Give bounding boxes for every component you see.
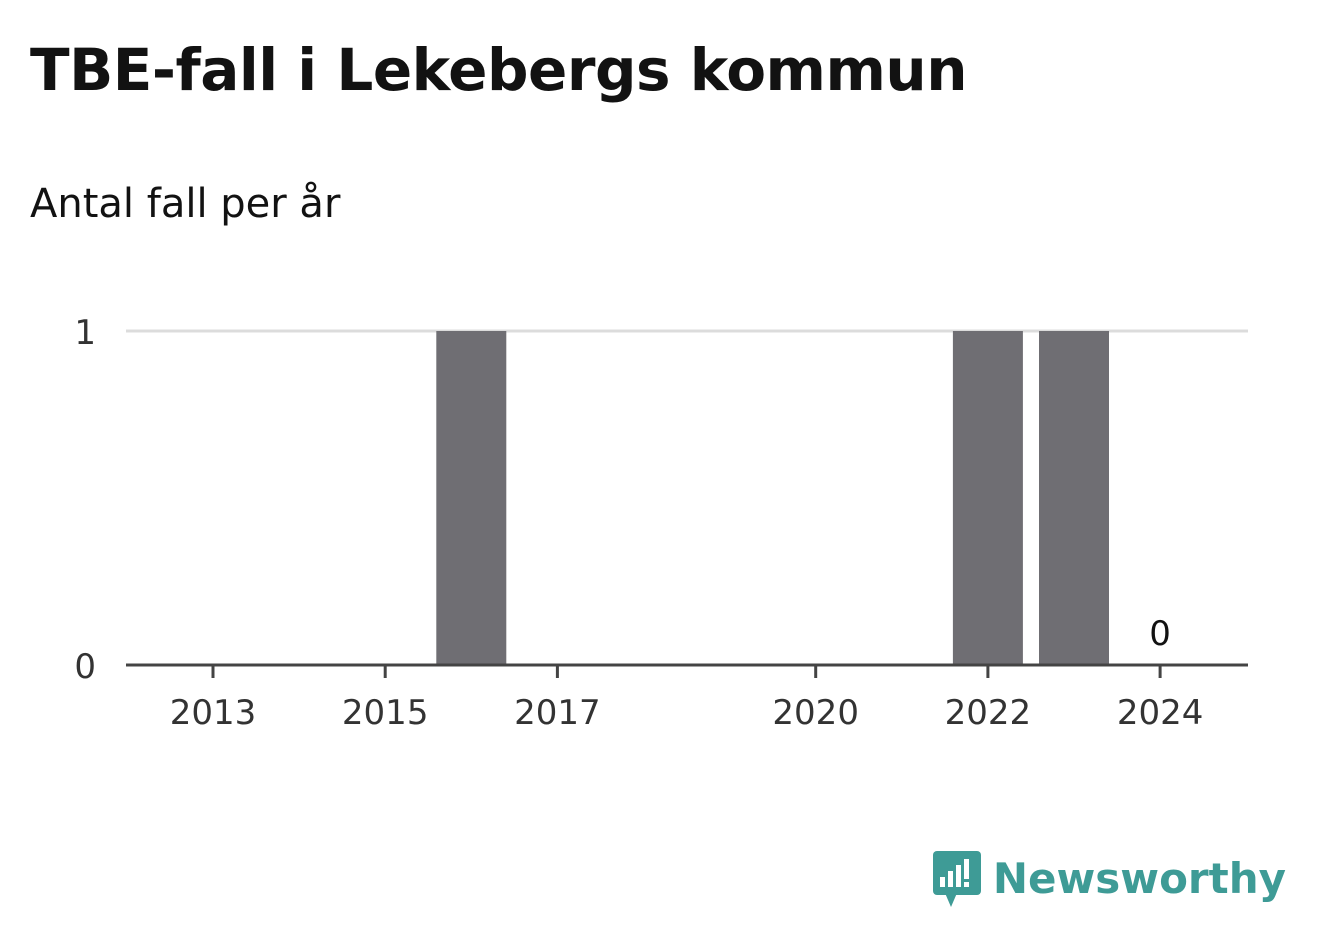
chart-subtitle: Antal fall per år [30, 181, 341, 227]
x-tick-label: 2020 [772, 693, 859, 733]
y-tick-label: 1 [74, 313, 96, 353]
x-tick-label: 2017 [514, 693, 601, 733]
brand-name: Newsworthy [992, 854, 1286, 903]
x-tick-label: 2022 [945, 693, 1032, 733]
bar-2022 [952, 331, 1023, 665]
y-tick-label: 0 [74, 647, 96, 687]
bar-chart: 0 1 2013 2015 2017 2020 2022 2024 0 [74, 313, 1248, 733]
brand-logo: Newsworthy [931, 849, 1286, 909]
x-tick-label: 2013 [170, 693, 257, 733]
x-tick-label: 2024 [1117, 693, 1204, 733]
bar-2016 [436, 331, 507, 665]
bar-2023 [1039, 331, 1109, 665]
chart-title: TBE-fall i Lekebergs kommun [30, 36, 968, 104]
newsworthy-logo-icon [932, 851, 981, 907]
data-label: 0 [1149, 614, 1171, 654]
bars [436, 331, 1109, 665]
x-axis [126, 663, 1248, 678]
labels: 0 1 2013 2015 2017 2020 2022 2024 0 [74, 313, 1203, 733]
x-tick-label: 2015 [342, 693, 429, 733]
